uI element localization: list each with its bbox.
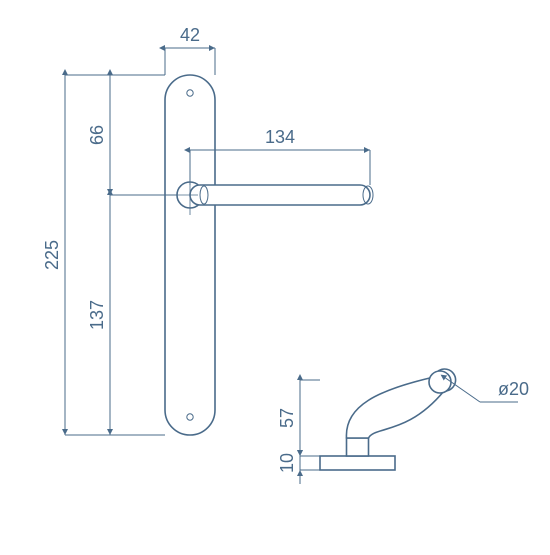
side-view [320, 369, 518, 470]
dim-42: 42 [180, 25, 200, 45]
dim-134: 134 [265, 127, 295, 147]
handle-rod [190, 185, 370, 205]
dim-10: 10 [277, 453, 297, 473]
technical-drawing: 42 225 66 137 134 ø20 57 10 [0, 0, 550, 550]
dim-57: 57 [277, 408, 297, 428]
backplate [165, 75, 215, 435]
side-base [320, 456, 395, 470]
rod-section [429, 371, 451, 393]
dim-66: 66 [87, 125, 107, 145]
dim-225: 225 [42, 240, 62, 270]
dim-137: 137 [87, 300, 107, 330]
dim-diameter: ø20 [498, 379, 529, 399]
